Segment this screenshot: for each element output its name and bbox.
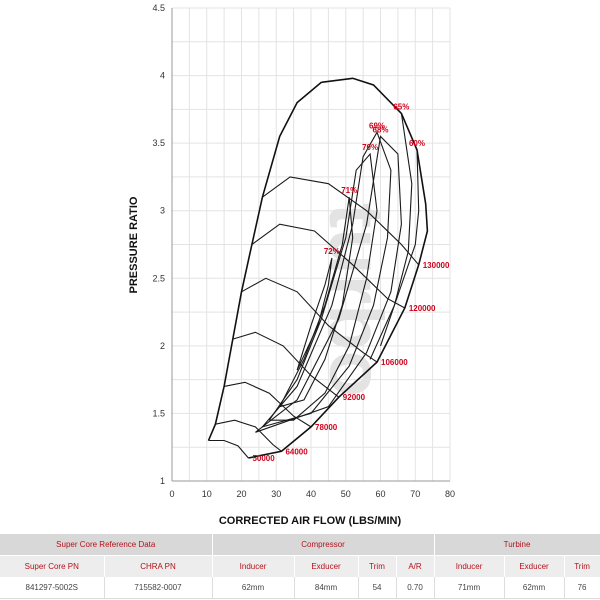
- speed-lines: [208, 176, 420, 459]
- table-row: 841297-5002S 715582-0007 62mm 84mm 54 0.…: [0, 577, 600, 599]
- table-column-header-row: Super Core PN CHRA PN Inducer Exducer Tr…: [0, 555, 600, 577]
- x-tick-label: 80: [445, 489, 455, 499]
- speed-line-130000: [262, 176, 420, 266]
- efficiency-island-71: [279, 197, 354, 408]
- table-cell: 841297-5002S: [0, 577, 105, 599]
- x-tick-label: 0: [169, 489, 174, 499]
- efficiency-island-72: [296, 257, 333, 371]
- choke-line: [248, 77, 429, 459]
- efficiency-island-60: [379, 149, 420, 347]
- table-group-header-row: Super Core Reference Data Compressor Tur…: [0, 534, 600, 556]
- speed-line-label: 92000: [343, 393, 366, 402]
- column-header: Exducer: [504, 555, 565, 577]
- efficiency-island-68: [255, 135, 402, 433]
- turbine-group-header: Turbine: [434, 534, 600, 556]
- x-tick-label: 30: [271, 489, 281, 499]
- y-tick-label: 4: [160, 71, 165, 81]
- table-cell: 0.70: [396, 577, 435, 599]
- column-header: Trim: [358, 555, 397, 577]
- column-header: Trim: [564, 555, 600, 577]
- table-cell: 62mm: [212, 577, 295, 599]
- axes: 0 10 20 30 40 50 60 70 80 1 1.5 2 2.5 3 3.5 4 4.5: [152, 3, 455, 499]
- speed-line-label: 130000: [423, 261, 450, 270]
- table-cell: 76: [564, 577, 600, 599]
- speed-line-92000: [232, 331, 340, 398]
- efficiency-label: 60%: [409, 139, 425, 148]
- x-tick-label: 60: [375, 489, 385, 499]
- efficiency-label: 70%: [362, 143, 378, 152]
- speed-line-50000: [208, 439, 249, 459]
- speed-line-label: 64000: [285, 447, 308, 456]
- x-tick-label: 20: [236, 489, 246, 499]
- speed-line-120000: [251, 223, 406, 309]
- super-core-group-header: Super Core Reference Data: [0, 534, 213, 556]
- speed-line-label: 50000: [252, 454, 275, 463]
- efficiency-label: 71%: [341, 186, 357, 195]
- table-cell: 71mm: [434, 577, 505, 599]
- y-tick-label: 1.5: [152, 408, 165, 418]
- efficiency-islands: [255, 113, 420, 433]
- speed-line-106000: [241, 277, 378, 363]
- map-labels: 50000 64000 78000 92000 106000 120000 130000 72…: [252, 102, 450, 463]
- speed-line-78000: [223, 381, 312, 428]
- speed-line-label: 78000: [315, 423, 338, 432]
- table-cell: 715582-0007: [104, 577, 213, 599]
- y-tick-label: 3.5: [152, 138, 165, 148]
- speed-line-64000: [215, 419, 282, 452]
- efficiency-label: 68%: [373, 125, 389, 134]
- y-axis-title: PRESSURE RATIO: [128, 196, 140, 293]
- x-tick-label: 50: [341, 489, 351, 499]
- map-boundary: [207, 77, 429, 459]
- y-tick-label: 4.5: [152, 3, 165, 13]
- y-tick-label: 1: [160, 476, 165, 486]
- efficiency-island-69: [261, 130, 392, 428]
- efficiency-island-65: [369, 113, 413, 360]
- speed-line-label: 120000: [409, 304, 436, 313]
- table-cell: 54: [358, 577, 397, 599]
- column-header: Super Core PN: [0, 555, 105, 577]
- x-tick-label: 70: [410, 489, 420, 499]
- efficiency-label: 69%: [369, 121, 385, 130]
- super-core-reference-table: Super Core Reference Data Compressor Tur…: [0, 534, 600, 599]
- x-tick-label: 40: [306, 489, 316, 499]
- x-tick-label: 10: [202, 489, 212, 499]
- compressor-map-chart: turbo 0 10 20 30 40 50 60 70 8011.522.533.544.5 …: [128, 3, 455, 527]
- efficiency-label: 72%: [324, 247, 340, 256]
- table-cell: 62mm: [504, 577, 565, 599]
- column-header: Inducer: [212, 555, 295, 577]
- column-header: Inducer: [434, 555, 505, 577]
- table-cell: 84mm: [294, 577, 359, 599]
- column-header: CHRA PN: [104, 555, 213, 577]
- x-axis-title: CORRECTED AIR FLOW (LBS/MIN): [219, 515, 402, 527]
- y-tick-label: 2.5: [152, 273, 165, 283]
- compressor-group-header: Compressor: [212, 534, 435, 556]
- column-header: Exducer: [294, 555, 359, 577]
- speed-line-label: 106000: [381, 358, 408, 367]
- y-tick-label: 2: [160, 341, 165, 351]
- column-header: A/R: [396, 555, 435, 577]
- surge-line: [207, 81, 322, 441]
- efficiency-label: 65%: [393, 102, 409, 111]
- y-tick-label: 3: [160, 206, 165, 216]
